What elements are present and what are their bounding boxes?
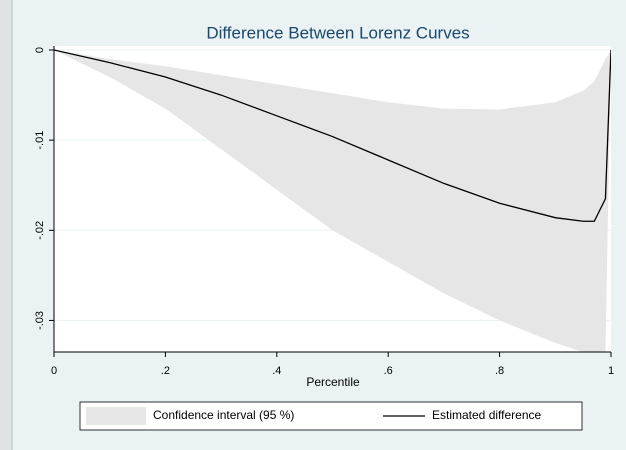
legend-swatch [86,407,146,425]
legend-label: Confidence interval (95 %) [153,408,294,422]
side-strip [0,0,12,450]
y-tick-label: 0 [34,47,46,53]
x-tick-label: .2 [161,365,170,377]
plot-layer [54,49,611,352]
x-tick-label: 1 [608,365,614,377]
y-tick-label: -.03 [34,311,46,330]
y-tick-label: -.01 [34,131,46,150]
x-tick-label: 0 [51,365,57,377]
x-tick-label: .8 [495,365,504,377]
legend [79,401,583,431]
y-tick-label: -.02 [34,221,46,240]
x-tick-label: .6 [384,365,393,377]
line-series [54,49,611,222]
legend-label: Estimated difference [432,408,541,422]
x-axis-label: Percentile [306,375,360,389]
chart-title: Difference Between Lorenz Curves [206,23,469,42]
confidence-band [54,50,611,352]
x-tick-label: .4 [272,365,281,377]
